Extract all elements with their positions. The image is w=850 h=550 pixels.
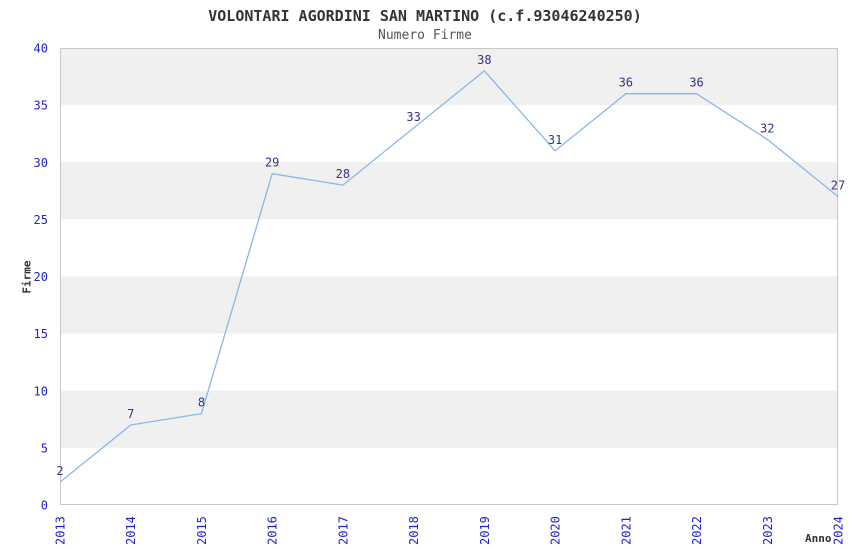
plot-band [60, 333, 838, 391]
plot-band [60, 162, 838, 220]
x-tick-label: 2017 [336, 516, 350, 545]
x-tick-label: 2023 [761, 516, 775, 545]
x-tick-label: 2013 [54, 516, 68, 545]
chart-subtitle: Numero Firme [378, 28, 472, 43]
data-point-label: 36 [619, 76, 633, 90]
plot-band [60, 390, 838, 448]
y-tick-label: 15 [34, 327, 48, 341]
y-axis-label: Firme [20, 260, 34, 294]
data-point-label: 28 [336, 167, 350, 181]
data-point-label: 31 [548, 133, 562, 147]
data-point-label: 33 [406, 110, 420, 124]
y-tick-label: 40 [34, 42, 48, 56]
y-tick-label: 0 [41, 499, 48, 513]
data-point-label: 38 [477, 53, 491, 67]
y-tick-label: 10 [34, 384, 48, 398]
plot-band [60, 276, 838, 334]
x-tick-label: 2022 [690, 516, 704, 545]
x-tick-label: 2015 [195, 516, 209, 545]
x-axis-label: Anno [805, 532, 832, 545]
data-point-label: 27 [831, 179, 845, 193]
y-tick-label: 25 [34, 213, 48, 227]
plot-border [60, 48, 838, 505]
x-tick-label: 2016 [266, 516, 280, 545]
data-point-label: 36 [689, 76, 703, 90]
x-tick-label: 2019 [478, 516, 492, 545]
plot-band [60, 105, 838, 163]
x-tick-label: 2024 [832, 516, 846, 545]
data-point-label: 8 [198, 396, 205, 410]
y-tick-label: 30 [34, 156, 48, 170]
data-line [59, 70, 839, 483]
data-point-label: 29 [265, 156, 279, 170]
y-tick-label: 35 [34, 99, 48, 113]
x-tick-label: 2020 [549, 516, 563, 545]
data-point-label: 7 [127, 407, 134, 421]
chart-title: VOLONTARI AGORDINI SAN MARTINO (c.f.9304… [208, 7, 642, 25]
x-tick-label: 2014 [124, 516, 138, 545]
x-tick-label: 2021 [619, 516, 633, 545]
data-point-label: 32 [760, 121, 774, 135]
y-tick-label: 5 [41, 441, 48, 455]
y-tick-label: 20 [34, 270, 48, 284]
x-tick-label: 2018 [407, 516, 421, 545]
plot-band [60, 447, 838, 505]
plot-band [60, 48, 838, 106]
plot-band [60, 219, 838, 277]
data-point-label: 2 [56, 464, 63, 478]
